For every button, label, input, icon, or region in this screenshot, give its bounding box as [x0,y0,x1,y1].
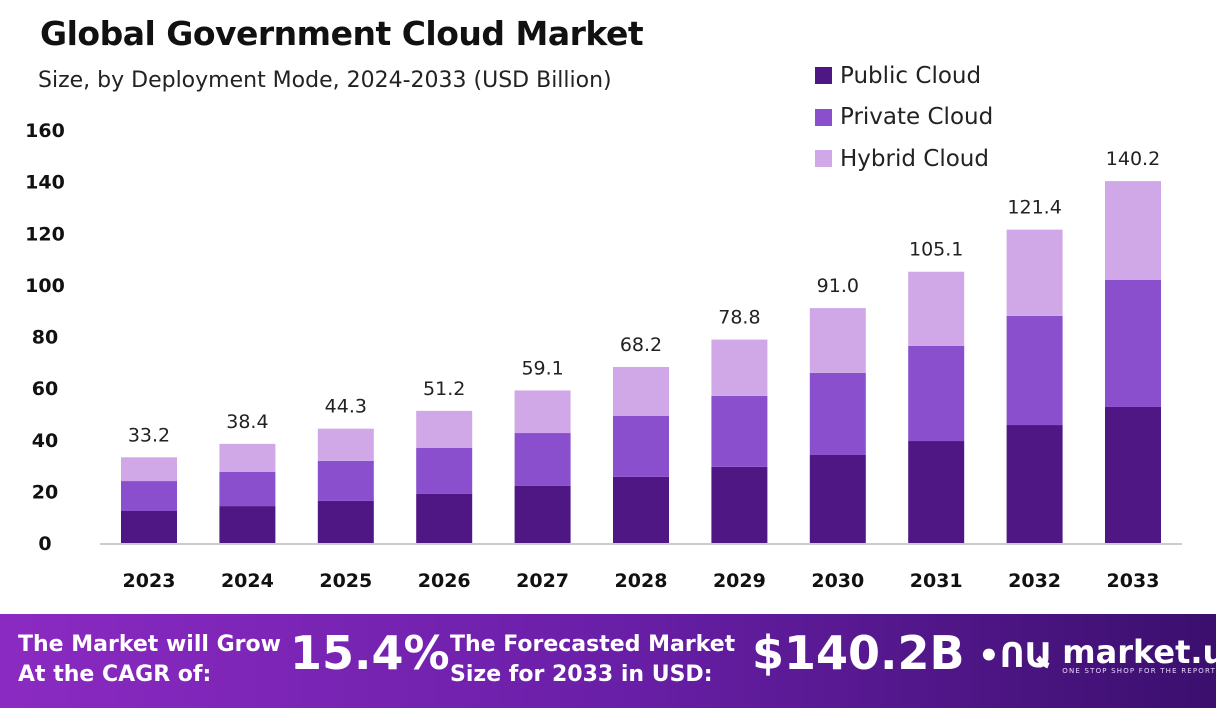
y-tick-label: 140 [25,172,65,194]
footer-banner: The Market will Grow At the CAGR of: 15.4… [0,614,1216,708]
bar-segment-private-cloud [908,345,965,442]
forecast-label-line: Size for 2033 in USD: [450,662,713,687]
legend-item-private: Private Cloud [815,97,993,139]
y-tick-label: 60 [32,378,58,400]
x-tick-label: 2024 [221,570,274,592]
legend-label: Private Cloud [840,104,994,131]
data-label: 121.4 [1007,197,1061,219]
bar-segment-private-cloud [317,460,374,501]
x-tick-label: 2029 [713,570,766,592]
bar-segment-private-cloud [416,448,473,494]
y-tick-label: 20 [32,481,58,503]
y-tick-label: 0 [38,533,51,555]
data-label: 78.8 [718,307,760,329]
legend-swatch [815,67,832,85]
chart-title: Global Government Cloud Market [40,14,644,53]
x-tick-label: 2026 [418,570,471,592]
bar-segment-private-cloud [1006,315,1063,426]
logo-name: market.us [1062,633,1216,671]
legend: Public Cloud Private Cloud Hybrid Cloud [815,55,993,180]
bar-segment-private-cloud [809,372,866,455]
bar-segment-hybrid-cloud [416,410,473,449]
data-label: 91.0 [817,275,859,297]
data-label: 105.1 [909,239,963,261]
chart-subtitle: Size, by Deployment Mode, 2024-2033 (USD… [38,68,612,93]
bar-segment-public-cloud [1105,406,1161,543]
x-tick-label: 2025 [319,570,372,592]
bar-segment-private-cloud [1105,279,1161,407]
forecast-label-line: The Forecasted Market [450,632,736,657]
y-tick-label: 120 [25,223,65,245]
legend-item-public: Public Cloud [815,55,993,97]
cagr-label-line: At the CAGR of: [18,662,212,687]
bar-segment-private-cloud [514,433,571,486]
data-label: 44.3 [325,396,367,418]
bar-segment-public-cloud [121,510,177,543]
bar-segment-private-cloud [613,416,669,477]
x-tick-label: 2028 [615,570,668,592]
x-tick-label: 2027 [516,570,569,592]
bar-segment-hybrid-cloud [121,457,177,482]
legend-label: Hybrid Cloud [840,145,989,172]
data-label: 59.1 [521,357,563,379]
forecast-label: The Forecasted Market Size for 2033 in US… [450,630,735,690]
bar-segment-public-cloud [416,493,473,543]
cagr-label: The Market will Grow At the CAGR of: [18,630,281,690]
legend-swatch [815,150,832,168]
bar-segment-private-cloud [711,395,768,467]
bar-segment-public-cloud [809,454,866,543]
chart-plot: 0 20 40 60 80 100 120 140 160 33.2 2023 38.4 2024 44.… [25,120,1182,592]
x-tick-label: 2031 [910,570,963,592]
bar-segment-hybrid-cloud [514,390,571,434]
bar-segment-hybrid-cloud [1006,229,1063,316]
bar-segment-hybrid-cloud [908,271,965,346]
x-tick-label: 2030 [811,570,864,592]
data-label: 51.2 [423,378,465,400]
bar-segment-hybrid-cloud [711,339,768,396]
bar-segment-public-cloud [514,485,571,543]
data-label: 140.2 [1106,148,1160,170]
bar-segment-public-cloud [1006,425,1063,543]
legend-item-hybrid: Hybrid Cloud [815,138,993,180]
bar-segment-private-cloud [219,472,276,507]
cagr-value: 15.4% [290,626,450,680]
bar-segment-private-cloud [121,481,177,511]
bar-segment-hybrid-cloud [1105,181,1161,280]
legend-label: Public Cloud [840,62,982,89]
bar-segment-hybrid-cloud [219,443,276,473]
data-label: 68.2 [620,334,662,356]
bar-segment-hybrid-cloud [809,308,866,373]
cagr-label-line: The Market will Grow [18,632,281,657]
bar-segment-hybrid-cloud [317,428,374,461]
market-us-logo: •ՈԱ market.usONE STOP SHOP FOR THE REPOR… [978,636,1216,676]
y-tick-label: 80 [32,327,58,349]
x-tick-label: 2023 [123,570,176,592]
logo-icon: •ՈԱ [978,636,1053,676]
forecast-value: $140.2B [752,626,965,680]
bar-segment-hybrid-cloud [613,366,669,417]
y-tick-label: 40 [32,430,58,452]
bar-segment-public-cloud [219,506,276,543]
bar-segment-public-cloud [613,476,669,543]
y-tick-label: 160 [25,120,65,142]
bar-segment-public-cloud [317,500,374,543]
data-label: 33.2 [128,424,170,446]
y-tick-label: 100 [25,275,65,297]
x-tick-label: 2032 [1008,570,1061,592]
legend-swatch [815,108,832,126]
x-tick-label: 2033 [1107,570,1160,592]
logo-tagline: ONE STOP SHOP FOR THE REPORTS [1062,667,1216,675]
bar-segment-public-cloud [908,441,965,543]
bar-segment-public-cloud [711,466,768,543]
data-label: 38.4 [226,411,268,433]
